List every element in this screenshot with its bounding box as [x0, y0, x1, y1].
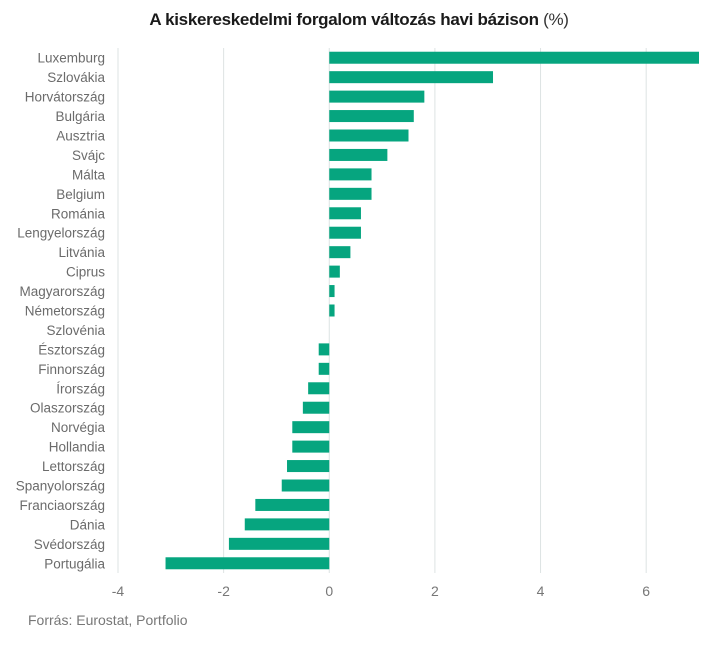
- category-label: Ausztria: [56, 129, 105, 144]
- gridlines: [117, 48, 647, 573]
- source-note: Forrás: Eurostat, Portfolio: [28, 612, 188, 628]
- bar: [329, 304, 335, 317]
- category-label: Hollandia: [49, 440, 106, 455]
- bar: [329, 265, 340, 278]
- category-label: Románia: [51, 206, 106, 221]
- x-tick-label: -4: [112, 583, 125, 599]
- bar: [329, 90, 425, 103]
- bar: [329, 71, 494, 84]
- chart-title-unit: (%): [543, 10, 569, 29]
- bar: [292, 421, 330, 434]
- bar: [329, 285, 335, 298]
- bar: [329, 246, 351, 259]
- category-label: Luxemburg: [37, 51, 105, 66]
- bar: [329, 168, 372, 181]
- bar: [318, 362, 330, 375]
- bar: [329, 187, 372, 200]
- chart-title: A kiskereskedelmi forgalom változás havi…: [0, 10, 718, 30]
- bar: [329, 207, 361, 220]
- category-label: Bulgária: [55, 109, 105, 124]
- category-label: Magyarország: [19, 284, 105, 299]
- category-label: Portugália: [44, 556, 105, 571]
- category-label: Belgium: [56, 187, 105, 202]
- bar: [281, 479, 330, 492]
- x-tick-label: 4: [537, 583, 545, 599]
- bar: [329, 148, 388, 161]
- bar: [308, 382, 330, 395]
- category-label: Írország: [56, 381, 105, 396]
- chart-title-text: A kiskereskedelmi forgalom változás havi…: [149, 10, 539, 29]
- x-tick-label: 2: [431, 583, 439, 599]
- category-label: Norvégia: [51, 420, 106, 435]
- category-label: Lettország: [42, 459, 105, 474]
- category-label: Olaszország: [30, 401, 105, 416]
- bar: [302, 401, 330, 414]
- bar: [287, 460, 330, 473]
- category-label: Szlovénia: [46, 323, 105, 338]
- category-label: Horvátország: [25, 90, 105, 105]
- category-label: Litvánia: [58, 245, 105, 260]
- category-label: Németország: [25, 304, 105, 319]
- category-label: Dánia: [70, 517, 106, 532]
- bar: [318, 343, 330, 356]
- category-label: Spanyolország: [16, 479, 105, 494]
- bars: [165, 51, 699, 570]
- bar: [255, 498, 330, 511]
- bar: [329, 110, 414, 123]
- x-axis-ticks: -4 -2 0 2 4 6: [112, 583, 651, 599]
- bar: [165, 557, 330, 570]
- bar: [244, 518, 330, 531]
- category-label: Lengyelország: [17, 226, 105, 241]
- category-label: Málta: [72, 167, 106, 182]
- category-labels: Luxemburg Szlovákia Horvátország Bulgária Au…: [16, 51, 106, 572]
- bar: [329, 51, 699, 64]
- category-label: Svédország: [34, 537, 105, 552]
- category-label: Szlovákia: [47, 70, 105, 85]
- category-label: Észtország: [38, 342, 105, 357]
- x-tick-label: -2: [217, 583, 230, 599]
- bar: [292, 440, 330, 453]
- x-tick-label: 0: [325, 583, 333, 599]
- category-label: Ciprus: [66, 265, 105, 280]
- category-label: Franciaország: [19, 498, 105, 513]
- bar: [228, 537, 330, 550]
- bar: [329, 226, 361, 239]
- bar: [329, 129, 409, 142]
- category-label: Svájc: [72, 148, 105, 163]
- category-label: Finnország: [38, 362, 105, 377]
- x-tick-label: 6: [642, 583, 650, 599]
